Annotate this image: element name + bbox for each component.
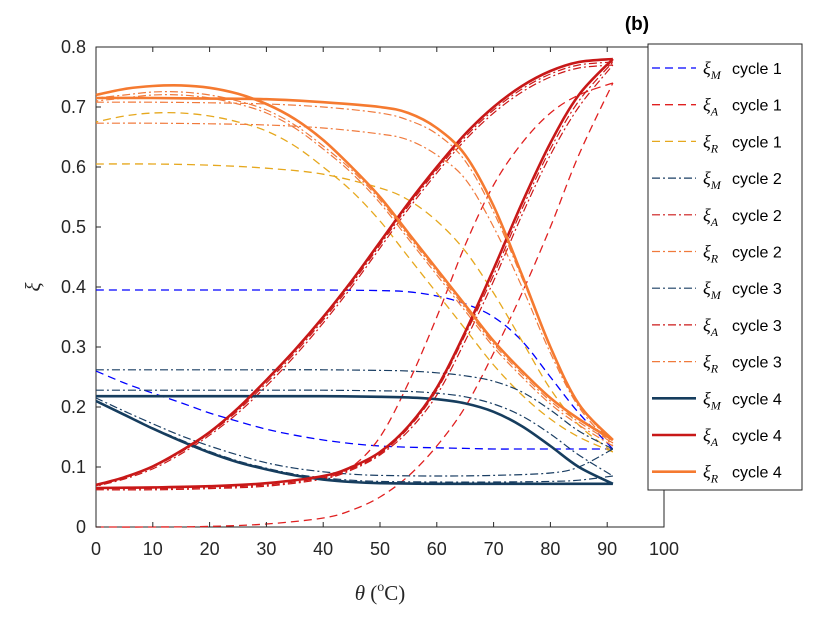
legend-symbol: ξM (703, 278, 722, 302)
x-axis-label-open: ( (365, 581, 377, 605)
legend-label: cycle 2 (732, 208, 782, 225)
legend-label: cycle 3 (732, 318, 782, 335)
series-line-xi-a-cycle-2-cool (95, 64, 613, 487)
x-tick-label: 20 (200, 539, 220, 559)
legend-symbol: ξM (703, 168, 722, 192)
legend-symbol: ξA (703, 315, 719, 339)
x-tick-label: 30 (256, 539, 276, 559)
legend-symbol: ξA (703, 95, 719, 119)
series-line-xi-r-cycle-3-cool (95, 91, 614, 444)
plot-frame (95, 46, 665, 528)
legend-item-xi-a-cycle-4: ξA cycle 4 (652, 425, 782, 449)
legend-item-xi-m-cycle-1: ξM cycle 1 (652, 58, 782, 82)
legend-box (647, 43, 803, 491)
y-tick-label: 0.8 (61, 37, 86, 57)
series-layer (95, 57, 614, 528)
legend-item-xi-m-cycle-2: ξM cycle 2 (652, 168, 782, 192)
legend-symbol: ξR (703, 242, 719, 266)
legend-label: cycle 3 (732, 355, 782, 372)
x-tick-label: 90 (597, 539, 617, 559)
legend-item-xi-m-cycle-4: ξM cycle 4 (652, 388, 782, 412)
panel-label: (b) (625, 14, 649, 35)
y-tick-label: 0.7 (61, 97, 86, 117)
legend-item-xi-a-cycle-2: ξA cycle 2 (652, 205, 782, 229)
legend-symbol: ξR (703, 131, 719, 155)
legend-symbol: ξA (703, 205, 719, 229)
series-line-xi-a-cycle-1-cool (322, 82, 614, 480)
y-tick-label: 0.5 (61, 217, 86, 237)
legend-label: cycle 4 (732, 391, 782, 408)
legend-item-xi-r-cycle-2: ξR cycle 2 (652, 242, 782, 266)
y-tick-label: 0.2 (61, 397, 86, 417)
legend-label: cycle 2 (732, 245, 782, 262)
legend-label: cycle 4 (732, 428, 782, 445)
series-line-xi-m-cycle-1-cool (95, 370, 613, 450)
series-line-xi-m-cycle-2-heat (95, 369, 614, 450)
legend-entries: ξM cycle 1 ξA cycle 1 ξR cycle 1 ξM cycle 2 ξA cy… (652, 58, 782, 486)
y-tick-label: 0 (76, 517, 86, 537)
x-tick-label: 50 (370, 539, 390, 559)
y-tick-label: 0.4 (61, 277, 86, 297)
y-tick-label: 0.6 (61, 157, 86, 177)
y-axis-label: ξ (21, 283, 45, 292)
series-line-xi-m-cycle-2-cool (95, 397, 614, 477)
series-line-xi-r-cycle-4-heat (95, 96, 614, 441)
legend-item-xi-a-cycle-1: ξA cycle 1 (652, 95, 782, 119)
series-line-xi-a-cycle-1-heat (95, 82, 614, 528)
x-tick-label: 40 (313, 539, 333, 559)
legend-item-xi-r-cycle-1: ξR cycle 1 (652, 131, 782, 155)
y-tick-label: 0.1 (61, 457, 86, 477)
legend-label: cycle 1 (732, 98, 782, 115)
legend-item-xi-r-cycle-3: ξR cycle 3 (652, 352, 782, 376)
x-tick-label: 70 (484, 539, 504, 559)
series-line-xi-a-cycle-2-heat (95, 64, 614, 491)
legend-symbol: ξR (703, 352, 719, 376)
series-line-xi-r-cycle-4-cool (95, 83, 614, 442)
series-line-xi-r-cycle-2-cool (95, 94, 614, 447)
x-tick-label: 10 (143, 539, 163, 559)
x-axis-label-unit: C) (384, 581, 405, 605)
legend-item-xi-a-cycle-3: ξA cycle 3 (652, 315, 782, 339)
legend-label: cycle 1 (732, 134, 782, 151)
legend-item-xi-m-cycle-3: ξM cycle 3 (652, 278, 782, 302)
series-line-xi-r-cycle-1-heat (95, 163, 614, 453)
series-line-xi-a-cycle-4-cool (95, 57, 613, 487)
legend: ξM cycle 1 ξA cycle 1 ξR cycle 1 ξM cycle 2 ξA cy… (647, 43, 803, 491)
y-tick-label: 0.3 (61, 337, 86, 357)
plot-area: 0 10 20 30 40 50 60 70 80 90 100 0 0.1 0.2 0.3 0.4 0.5 0.… (61, 37, 679, 559)
legend-symbol: ξR (703, 462, 719, 486)
legend-item-xi-r-cycle-4: ξR cycle 4 (652, 462, 782, 486)
legend-label: cycle 3 (732, 281, 782, 298)
legend-label: cycle 4 (732, 465, 782, 482)
series-line-xi-a-cycle-4-heat (95, 58, 614, 490)
legend-symbol: ξM (703, 388, 722, 412)
series-line-xi-m-cycle-3-heat (96, 389, 614, 477)
x-axis-label-superscript: o (377, 580, 384, 595)
x-axis-label-symbol: θ (355, 581, 365, 605)
x-tick-label: 60 (427, 539, 447, 559)
x-tick-label: 0 (91, 539, 101, 559)
legend-label: cycle 1 (732, 61, 782, 78)
legend-label: cycle 2 (732, 171, 782, 188)
x-axis-label: θ (oC) (355, 580, 406, 605)
series-line-xi-m-cycle-1-heat (96, 289, 614, 450)
legend-symbol: ξA (703, 425, 719, 449)
series-line-xi-m-cycle-4-heat (95, 394, 614, 485)
series-line-xi-r-cycle-1-cool (95, 111, 614, 453)
x-tick-label: 100 (649, 539, 679, 559)
x-tick-label: 80 (540, 539, 560, 559)
legend-symbol: ξM (703, 58, 722, 82)
tick-layer: 0 10 20 30 40 50 60 70 80 90 100 0 0.1 0.2 0.3 0.4 0.5 0.… (61, 37, 679, 559)
